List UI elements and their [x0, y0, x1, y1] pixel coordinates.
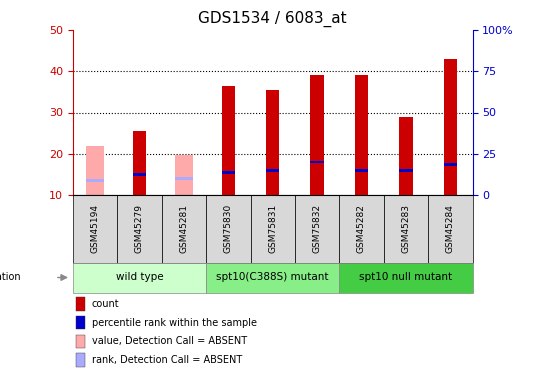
Bar: [161, 195, 206, 262]
Text: GSM45194: GSM45194: [91, 204, 99, 253]
Bar: [221, 86, 235, 195]
Text: GSM45284: GSM45284: [446, 204, 455, 253]
Text: spt10 null mutant: spt10 null mutant: [359, 273, 453, 282]
Text: genotype/variation: genotype/variation: [0, 273, 21, 282]
Text: GSM45283: GSM45283: [401, 204, 410, 253]
Bar: [310, 160, 324, 164]
Bar: [73, 262, 206, 292]
Bar: [133, 173, 146, 176]
Bar: [73, 195, 117, 262]
Bar: [310, 75, 324, 195]
Bar: [206, 262, 339, 292]
Text: GSM45281: GSM45281: [179, 204, 188, 253]
Bar: [76, 297, 85, 310]
Bar: [266, 169, 279, 172]
Bar: [444, 59, 457, 195]
Bar: [444, 163, 457, 165]
Bar: [76, 353, 85, 367]
Bar: [86, 179, 104, 182]
Bar: [76, 316, 85, 329]
Bar: [266, 90, 279, 195]
Bar: [133, 131, 146, 195]
Text: spt10(C388S) mutant: spt10(C388S) mutant: [217, 273, 329, 282]
Text: GSM45279: GSM45279: [135, 204, 144, 253]
Bar: [117, 195, 161, 262]
Bar: [339, 262, 472, 292]
Bar: [86, 146, 104, 195]
Text: wild type: wild type: [116, 273, 163, 282]
Bar: [251, 195, 295, 262]
Bar: [339, 195, 384, 262]
Bar: [355, 169, 368, 172]
Text: count: count: [92, 299, 119, 309]
Bar: [174, 154, 193, 195]
Bar: [399, 169, 413, 172]
Text: GSM45282: GSM45282: [357, 204, 366, 253]
Text: GSM75831: GSM75831: [268, 204, 277, 254]
Text: GSM75830: GSM75830: [224, 204, 233, 254]
Bar: [295, 195, 339, 262]
Text: GSM75832: GSM75832: [313, 204, 322, 254]
Bar: [399, 117, 413, 195]
Bar: [428, 195, 472, 262]
Bar: [355, 75, 368, 195]
Bar: [384, 195, 428, 262]
Text: rank, Detection Call = ABSENT: rank, Detection Call = ABSENT: [92, 355, 242, 365]
Bar: [206, 195, 251, 262]
Text: value, Detection Call = ABSENT: value, Detection Call = ABSENT: [92, 336, 247, 346]
Title: GDS1534 / 6083_at: GDS1534 / 6083_at: [198, 11, 347, 27]
Bar: [76, 334, 85, 348]
Bar: [174, 177, 193, 180]
Bar: [221, 171, 235, 174]
Text: percentile rank within the sample: percentile rank within the sample: [92, 318, 257, 327]
